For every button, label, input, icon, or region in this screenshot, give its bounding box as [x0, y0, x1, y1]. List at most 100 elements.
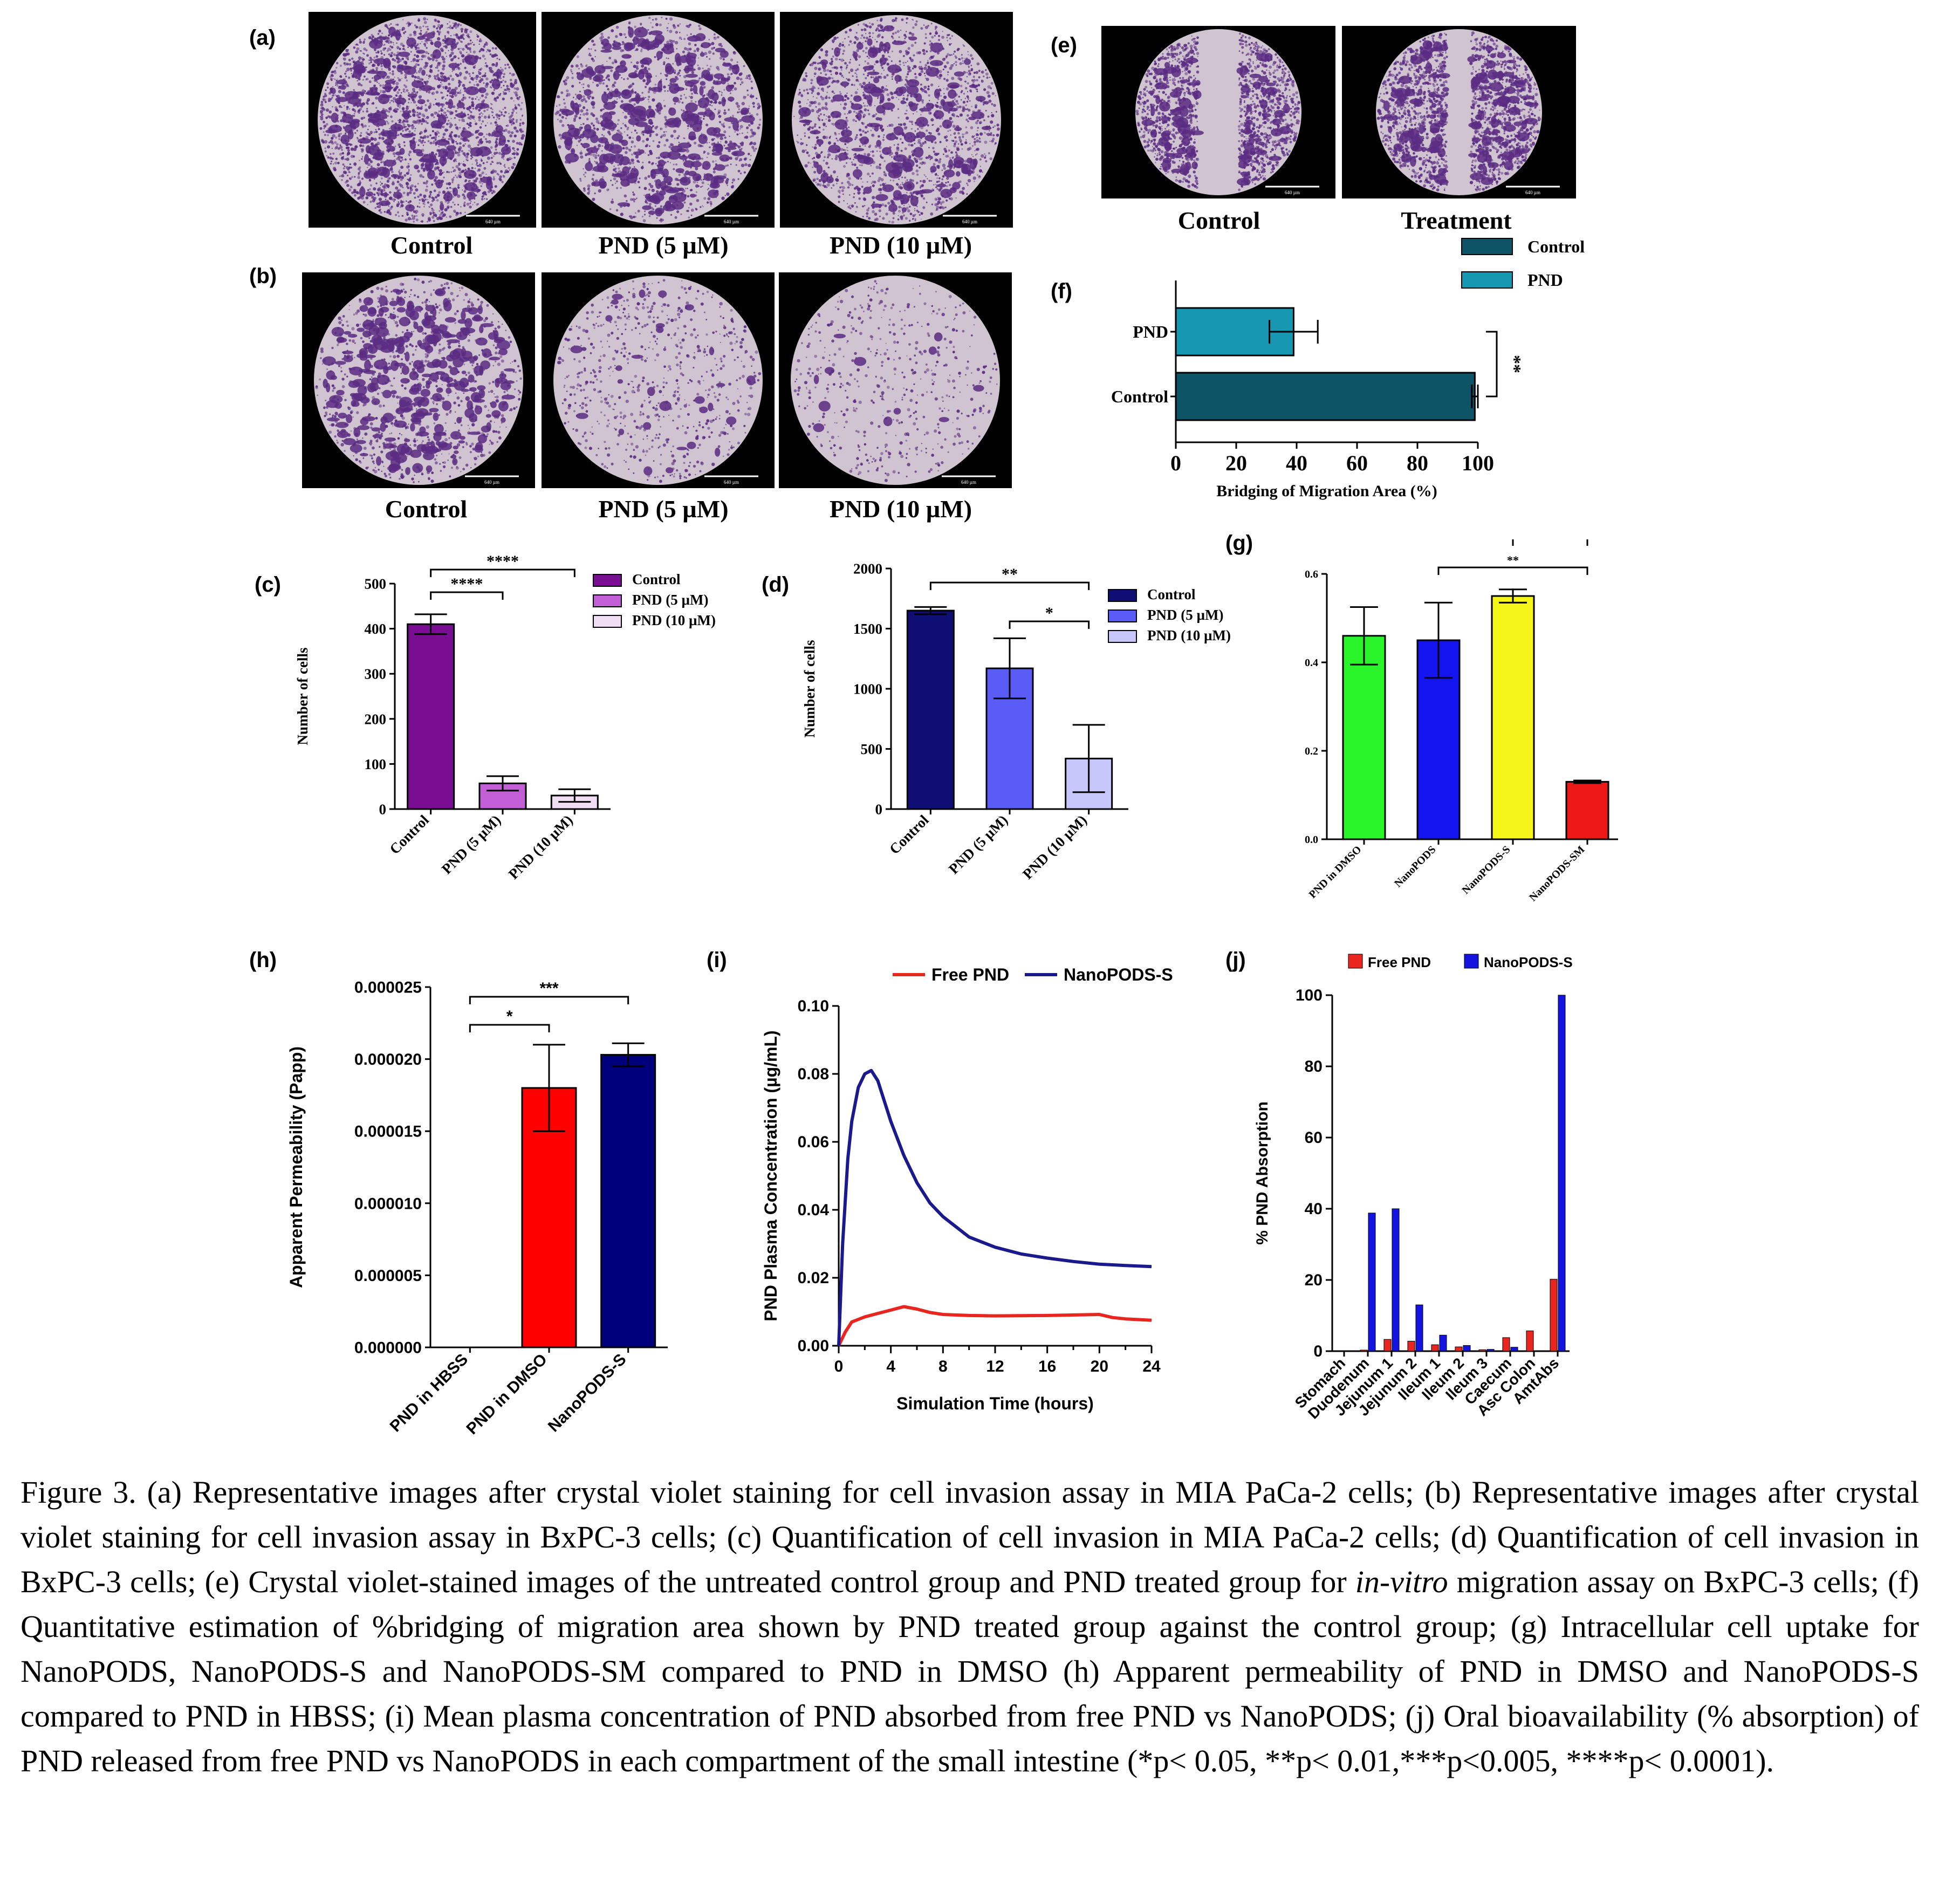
legend-label: PND (5 µM) — [632, 592, 709, 608]
x-tick-label: PND (5 µM) — [438, 812, 504, 877]
y-tick-label: PND — [1133, 322, 1168, 341]
bar — [1431, 1344, 1439, 1352]
y-tick-label: 0.02 — [798, 1269, 829, 1287]
bar — [1383, 1339, 1392, 1352]
x-tick-label: 100 — [1462, 451, 1494, 475]
bar — [1526, 1330, 1534, 1352]
legend-label: PND (5 µM) — [1147, 607, 1224, 623]
scale-bar-label: 640 µm — [962, 219, 977, 224]
significance-bracket — [469, 1024, 550, 1032]
scale-bar-label: 640 µm — [961, 480, 976, 485]
bar — [1550, 1279, 1558, 1352]
stained-cells — [793, 17, 1001, 224]
legend-swatch — [1461, 238, 1513, 255]
legend-label: NanoPODS-S — [1484, 954, 1573, 970]
y-tick-label: 0.06 — [798, 1133, 829, 1151]
significance-label: **** — [487, 552, 519, 570]
y-tick-label: 0.000025 — [354, 979, 422, 997]
chart-i: 0.00 0.02 0.04 0.06 0.08 0.10 0 4 8 12 16 20 24 Simul… — [761, 965, 1173, 1413]
bar — [1407, 1341, 1415, 1352]
y-axis-label: Number of cells — [801, 640, 818, 738]
significance-label: ** — [1507, 553, 1519, 567]
y-axis-label: Apparent Permeability (Papp) — [286, 1046, 306, 1288]
micrograph-e-treatment: 640 µm — [1342, 26, 1576, 198]
legend-label: Free PND — [1368, 954, 1431, 970]
significance-label: ** — [1002, 565, 1018, 583]
x-tick-label: NanoPODS-S — [1460, 844, 1512, 896]
x-tick-label: 20 — [1225, 451, 1247, 475]
y-tick-label: 0.00 — [798, 1337, 829, 1355]
x-tick-label: PND in HBSS — [387, 1351, 472, 1436]
bar — [1463, 1345, 1471, 1352]
stained-cells — [554, 16, 762, 223]
bar — [1491, 595, 1535, 840]
y-axis-label: % PND Absorption — [1253, 1101, 1271, 1245]
x-tick-label: NanoPODS — [1392, 844, 1438, 889]
bar — [1342, 635, 1386, 840]
stained-cells — [1135, 32, 1301, 191]
y-tick-label: 0.2 — [1305, 745, 1318, 757]
y-tick-label: Control — [1111, 387, 1168, 406]
bar — [1175, 372, 1476, 421]
panel-label-e: (e) — [1051, 33, 1077, 57]
x-tick-label: 8 — [938, 1358, 948, 1375]
well-plate — [791, 276, 1000, 485]
bar — [1478, 1349, 1486, 1352]
legend-swatch — [1348, 954, 1363, 969]
chart-f: 0 20 40 60 80 100 Bridging of Migration Area (… — [1111, 237, 1585, 500]
panel-label-i: (i) — [707, 948, 727, 972]
x-tick-label: 0 — [1170, 451, 1181, 475]
legend-label: PND (10 µM) — [632, 612, 716, 628]
bar — [906, 609, 955, 810]
legend-swatch — [1461, 271, 1513, 289]
scale-bar-label: 640 µm — [484, 480, 499, 485]
x-tick-label: 4 — [886, 1358, 895, 1375]
legend-swatch — [593, 615, 622, 628]
scale-bar-label: 640 µm — [1285, 190, 1300, 195]
significance-bracket — [929, 581, 1090, 590]
micrograph-b-pnd10: 640 µm — [779, 272, 1012, 488]
legend-label: NanoPODS-S — [1064, 965, 1173, 984]
bar — [1439, 1334, 1447, 1352]
x-tick-label: 16 — [1038, 1358, 1056, 1375]
bar — [1360, 1350, 1368, 1352]
x-tick-label: Control — [886, 812, 932, 858]
x-tick-label: NanoPODS-S — [545, 1351, 630, 1436]
legend-label: Free PND — [931, 965, 1009, 984]
chart-h: 0.000000 0.000005 0.000010 0.000015 0.000020… — [286, 979, 668, 1438]
y-tick-label: 40 — [1305, 1200, 1323, 1218]
legend-label: Control — [1147, 586, 1196, 602]
caption-b-control: Control — [385, 495, 468, 523]
scale-bar-label: 640 µm — [724, 219, 739, 224]
significance-label: **** — [450, 575, 483, 593]
scale-bar-label: 640 µm — [485, 219, 501, 224]
y-tick-label: 0 — [875, 801, 883, 817]
y-tick-label: 400 — [365, 621, 387, 637]
y-tick-label: 0.000005 — [354, 1267, 422, 1285]
micrograph-b-pnd5: 640 µm — [542, 272, 775, 488]
y-tick-label: 2000 — [853, 560, 882, 577]
x-tick-label: 60 — [1346, 451, 1368, 475]
scale-bar-label: 640 µm — [724, 480, 739, 485]
x-axis-label: Bridging of Migration Area (%) — [1216, 482, 1437, 500]
y-tick-label: 0.000010 — [354, 1195, 422, 1213]
caption-b-pnd5: PND (5 µM) — [598, 495, 729, 523]
significance-bracket — [469, 996, 629, 1004]
y-tick-label: 60 — [1305, 1129, 1323, 1147]
y-tick-label: 100 — [365, 756, 387, 772]
panel-label-f: (f) — [1051, 279, 1072, 303]
bar — [1565, 780, 1609, 840]
legend-swatch — [593, 594, 622, 607]
y-tick-label: 0 — [379, 801, 387, 817]
significance-label: *** — [539, 980, 558, 997]
y-tick-label: 200 — [365, 711, 387, 727]
bar — [407, 623, 455, 810]
legend-swatch — [593, 574, 622, 587]
y-tick-label: 0.10 — [798, 997, 829, 1015]
significance-bracket — [1437, 566, 1588, 575]
panel-label-a: (a) — [249, 26, 276, 50]
y-axis-label: PND Plasma Concentration (µg/mL) — [761, 1030, 780, 1321]
